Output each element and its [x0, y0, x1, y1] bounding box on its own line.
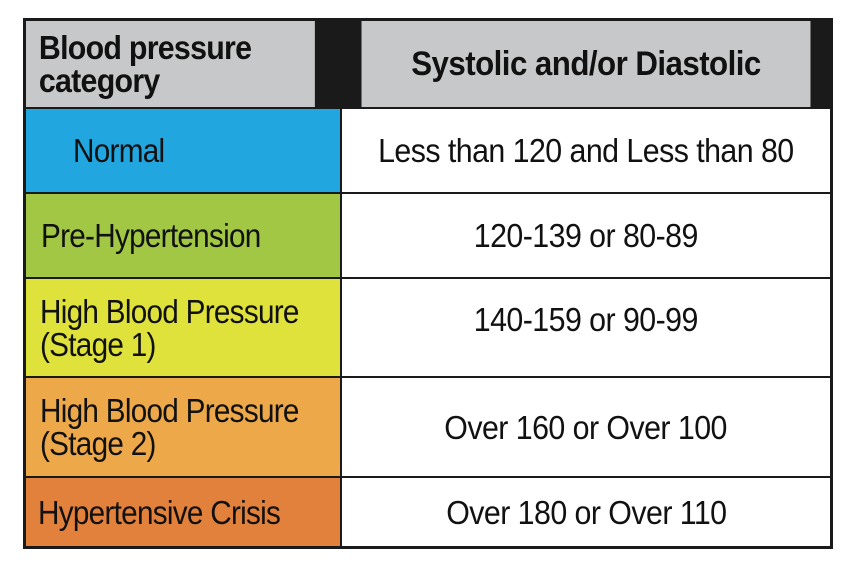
category-normal: Normal [26, 109, 340, 192]
value-label: 140-159 or 90-99 [473, 301, 699, 338]
category-label: High Blood Pressure (Stage 1) [40, 292, 299, 363]
value-label: Less than 120 and Less than 80 [378, 132, 794, 169]
category-label: Pre-Hypertension [41, 217, 261, 254]
category-pre-hypertension: Pre-Hypertension [26, 194, 340, 277]
value-hypertensive-crisis: Over 180 or Over 110 [342, 478, 830, 546]
value-stage-2: Over 160 or Over 100 [342, 378, 830, 476]
value-label: Over 160 or Over 100 [444, 408, 728, 446]
header-value-label: Systolic and/or Diastolic [411, 45, 761, 83]
header-category: Blood pressure category [26, 21, 315, 107]
category-stage-2: High Blood Pressure (Stage 2) [26, 378, 340, 476]
value-normal: Less than 120 and Less than 80 [342, 109, 830, 192]
header-category-label: Blood pressure category [38, 29, 252, 99]
value-label: 120-139 or 80-89 [473, 217, 699, 254]
category-label: High Blood Pressure (Stage 2) [40, 392, 299, 462]
category-stage-1: High Blood Pressure (Stage 1) [26, 279, 340, 376]
header-value: Systolic and/or Diastolic [361, 21, 811, 107]
category-hypertensive-crisis: Hypertensive Crisis [26, 478, 340, 546]
category-label: Hypertensive Crisis [38, 493, 281, 531]
value-label: Over 180 or Over 110 [445, 493, 727, 531]
category-label: Normal [73, 132, 165, 169]
blood-pressure-table: Blood pressure category Systolic and/or … [23, 18, 833, 549]
value-pre-hypertension: 120-139 or 80-89 [342, 194, 830, 277]
value-stage-1: 140-159 or 90-99 [342, 279, 830, 376]
